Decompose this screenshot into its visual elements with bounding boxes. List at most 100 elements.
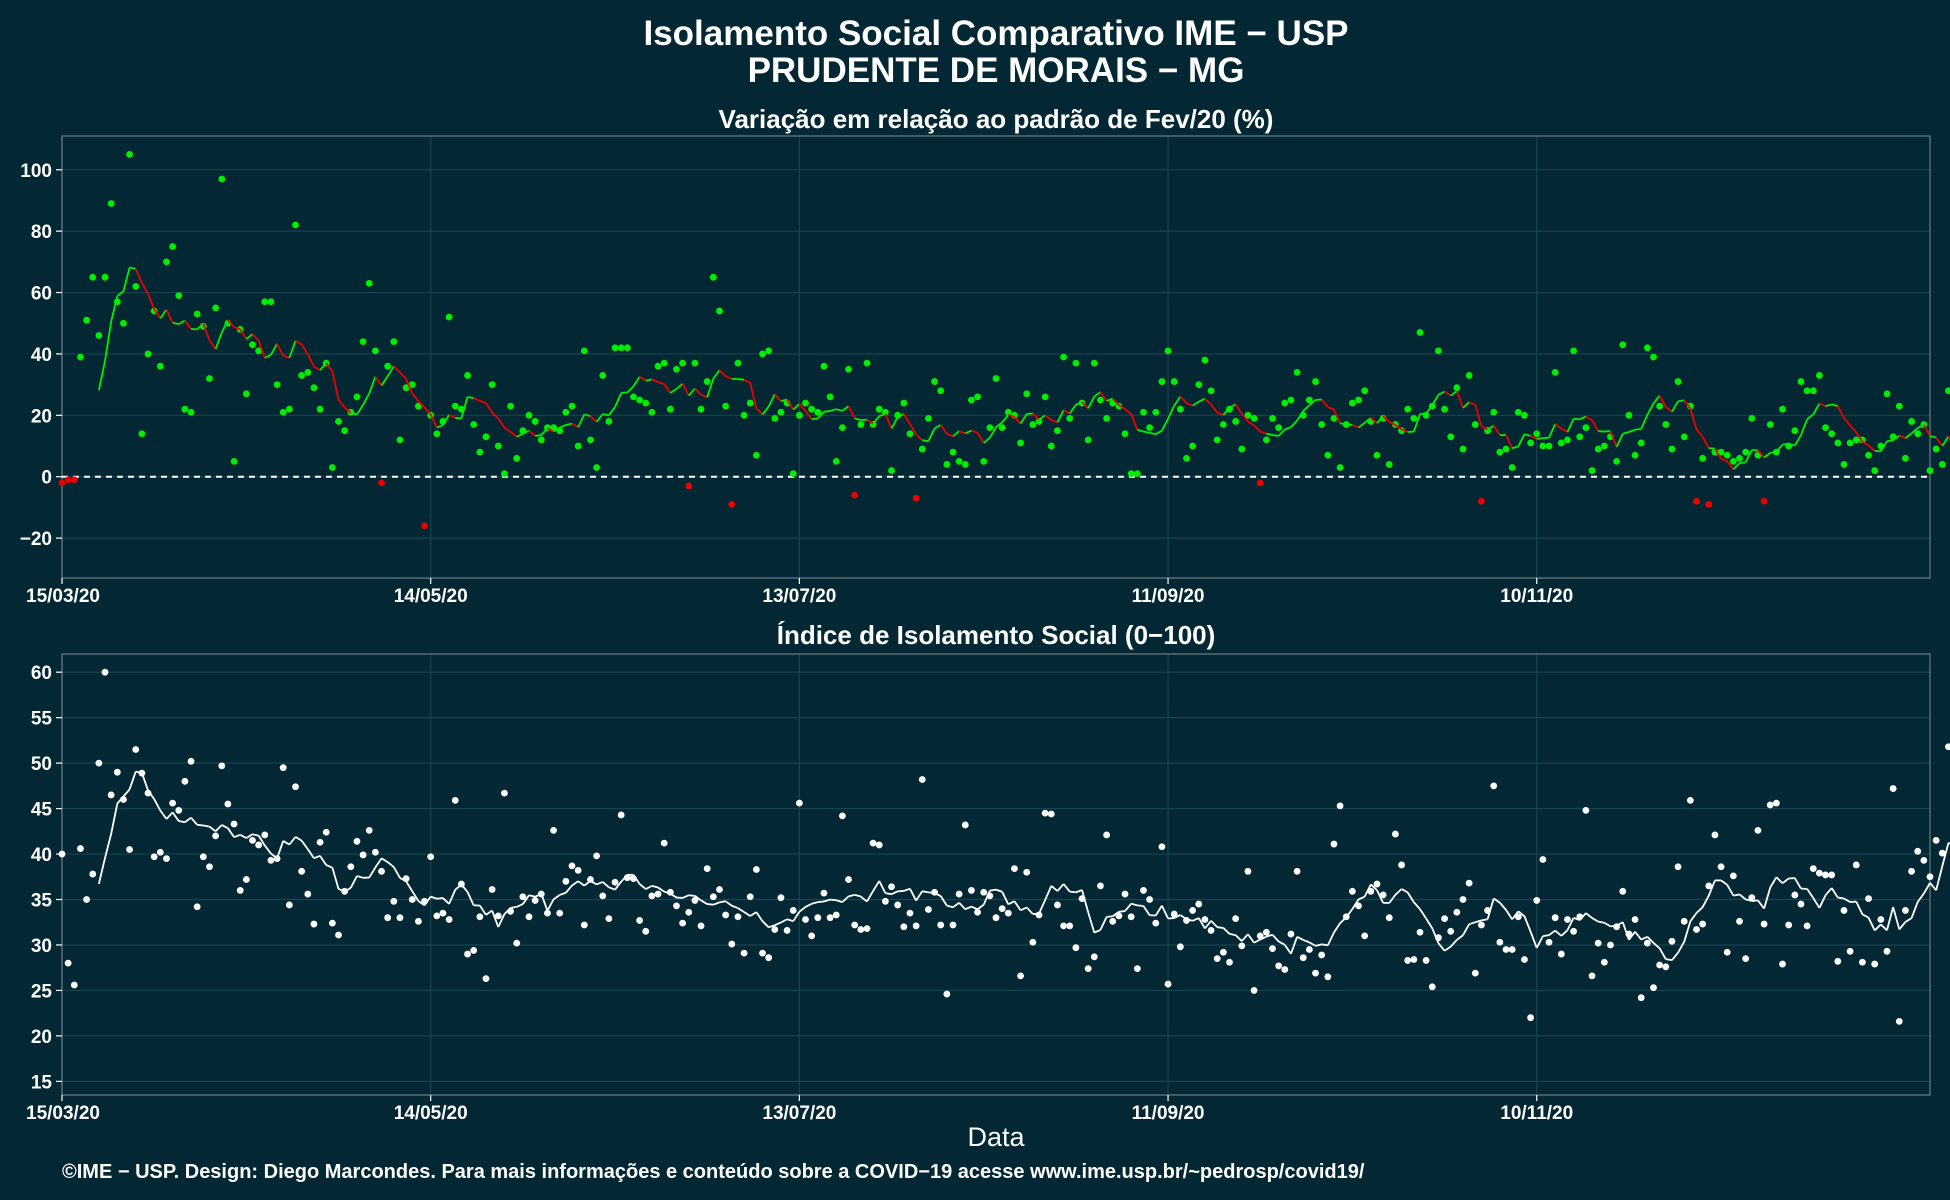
rolling-mean-segment bbox=[399, 371, 407, 380]
x-tick-label: 14/05/20 bbox=[394, 586, 468, 607]
rolling-mean-segment bbox=[1087, 396, 1096, 409]
data-point bbox=[255, 347, 263, 355]
rolling-mean-segment bbox=[466, 891, 475, 906]
rolling-mean-segment bbox=[1137, 428, 1144, 433]
y-tick-label: 50 bbox=[31, 754, 52, 775]
rolling-mean-segment bbox=[1585, 912, 1593, 919]
data-point bbox=[1219, 948, 1227, 956]
data-point bbox=[912, 494, 920, 502]
rolling-mean-segment bbox=[792, 911, 801, 922]
data-point bbox=[875, 841, 883, 849]
rolling-mean-segment bbox=[1444, 390, 1452, 397]
rolling-mean-segment bbox=[1904, 432, 1913, 439]
rolling-mean-segment bbox=[718, 369, 727, 377]
rolling-mean-segment bbox=[1493, 897, 1501, 904]
rolling-mean-segment bbox=[503, 426, 512, 433]
rolling-mean-segment bbox=[208, 825, 217, 833]
rolling-mean-segment bbox=[577, 414, 586, 428]
data-point bbox=[1791, 891, 1799, 899]
rolling-mean-segment bbox=[1234, 403, 1243, 415]
data-point bbox=[1023, 390, 1031, 398]
data-point bbox=[1932, 837, 1940, 844]
rolling-mean-segment bbox=[356, 875, 364, 879]
data-point bbox=[519, 893, 527, 901]
data-point bbox=[1594, 939, 1602, 947]
rolling-mean-segment bbox=[1548, 929, 1556, 936]
rolling-mean-segment bbox=[571, 880, 579, 887]
x-tick-label: 10/11/20 bbox=[1500, 1103, 1573, 1124]
data-point bbox=[740, 411, 748, 419]
data-point bbox=[1514, 913, 1522, 921]
rolling-mean-segment bbox=[1062, 883, 1071, 893]
data-point bbox=[1471, 969, 1479, 977]
rolling-mean-segment bbox=[306, 353, 315, 368]
panel2-title: Índice de Isolamento Social (0−100) bbox=[777, 620, 1216, 650]
data-point bbox=[1779, 405, 1786, 413]
rolling-mean-segment bbox=[989, 888, 997, 892]
rolling-mean-segment bbox=[1118, 910, 1126, 913]
rolling-mean-segment bbox=[1364, 417, 1372, 424]
data-point bbox=[1478, 921, 1485, 929]
rolling-mean-segment bbox=[344, 887, 352, 893]
rolling-mean-segment bbox=[1142, 905, 1151, 916]
data-point bbox=[1533, 430, 1541, 438]
rolling-mean-segment bbox=[1548, 423, 1556, 439]
rolling-mean-segment bbox=[417, 900, 426, 907]
rolling-mean-segment bbox=[270, 343, 278, 356]
data-point bbox=[1072, 359, 1080, 367]
data-point bbox=[1219, 421, 1227, 428]
data-point bbox=[660, 839, 668, 847]
rolling-mean-segment bbox=[1935, 866, 1944, 891]
data-point bbox=[845, 365, 852, 373]
rolling-mean-segment bbox=[97, 360, 106, 391]
rolling-mean-segment bbox=[1929, 435, 1937, 439]
data-point bbox=[851, 921, 859, 929]
rolling-mean-segment bbox=[1050, 885, 1059, 892]
rolling-mean-segment bbox=[1843, 897, 1851, 903]
data-point bbox=[1035, 418, 1043, 425]
rolling-mean-segment bbox=[1579, 912, 1587, 921]
data-point bbox=[851, 491, 859, 499]
rolling-mean-segment bbox=[602, 881, 610, 888]
rolling-mean-segment bbox=[694, 387, 702, 396]
rolling-mean-segment bbox=[1370, 417, 1378, 424]
rolling-mean-segment bbox=[522, 429, 530, 435]
rolling-mean-segment bbox=[1511, 910, 1520, 920]
rolling-mean-segment bbox=[663, 383, 672, 394]
data-point bbox=[863, 359, 871, 367]
rolling-mean-segment bbox=[172, 321, 179, 325]
rolling-mean-segment bbox=[669, 388, 677, 394]
data-point bbox=[1324, 973, 1332, 981]
data-point bbox=[1170, 910, 1178, 918]
rolling-mean-segment bbox=[780, 918, 788, 924]
rolling-mean-segment bbox=[1806, 413, 1814, 420]
rolling-mean-segment bbox=[405, 880, 414, 892]
data-point bbox=[1250, 987, 1258, 994]
rolling-mean-segment bbox=[1143, 430, 1150, 434]
rolling-mean-segment bbox=[1505, 434, 1513, 449]
rolling-mean-segment bbox=[608, 406, 616, 416]
rolling-mean-segment bbox=[915, 433, 923, 441]
data-point bbox=[1895, 402, 1903, 410]
data-point bbox=[255, 841, 263, 849]
data-point bbox=[488, 381, 496, 389]
data-point bbox=[642, 399, 650, 407]
data-point bbox=[1895, 1017, 1903, 1025]
data-point bbox=[1207, 387, 1215, 395]
rolling-mean-segment bbox=[535, 434, 542, 437]
rolling-mean-segment bbox=[1462, 401, 1470, 409]
rolling-mean-segment bbox=[491, 910, 500, 928]
rolling-mean-segment bbox=[1468, 921, 1476, 926]
rolling-mean-segment bbox=[817, 900, 825, 903]
rolling-mean-segment bbox=[1935, 437, 1944, 447]
rolling-mean-segment bbox=[1272, 434, 1279, 437]
rolling-mean-segment bbox=[325, 362, 334, 373]
data-point bbox=[107, 791, 115, 799]
data-point bbox=[998, 905, 1006, 912]
data-point bbox=[359, 851, 367, 859]
data-point bbox=[795, 411, 803, 419]
data-point bbox=[408, 896, 416, 903]
rolling-mean-segment bbox=[1112, 910, 1120, 917]
rolling-mean-segment bbox=[651, 378, 659, 383]
data-point bbox=[1084, 436, 1092, 444]
